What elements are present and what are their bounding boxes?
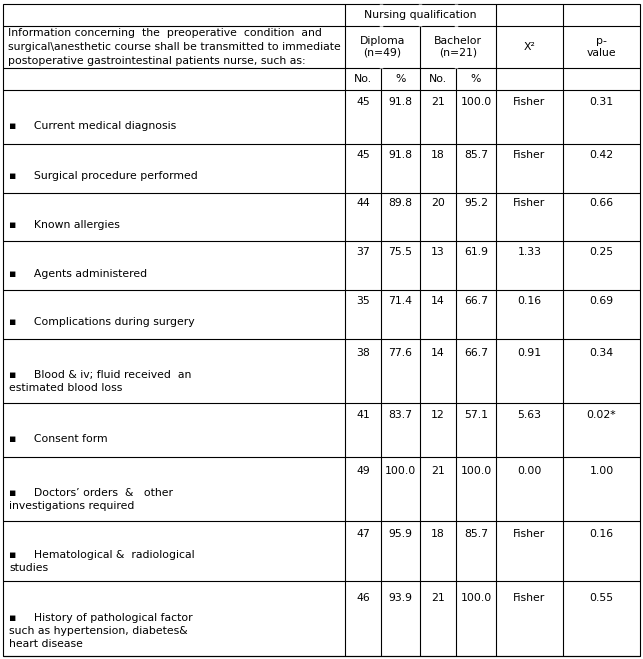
- Text: 57.1: 57.1: [464, 410, 488, 420]
- Text: No.: No.: [354, 74, 372, 84]
- Text: 12: 12: [431, 410, 445, 420]
- Text: 89.8: 89.8: [388, 198, 413, 208]
- Text: 45: 45: [356, 150, 370, 159]
- Text: 0.00: 0.00: [518, 466, 541, 476]
- Text: No.: No.: [429, 74, 447, 84]
- Text: 21: 21: [431, 593, 445, 603]
- Text: 0.42: 0.42: [590, 150, 613, 159]
- Text: 35: 35: [356, 296, 370, 306]
- Text: 46: 46: [356, 593, 370, 603]
- Text: 0.91: 0.91: [518, 348, 541, 358]
- Text: 71.4: 71.4: [388, 296, 413, 306]
- Text: 18: 18: [431, 529, 445, 540]
- Text: Fisher: Fisher: [513, 529, 546, 540]
- Text: ▪     Doctors’ orders  &   other
investigations required: ▪ Doctors’ orders & other investigations…: [9, 488, 173, 511]
- Text: 0.69: 0.69: [590, 296, 613, 306]
- Text: 41: 41: [356, 410, 370, 420]
- Text: ▪     Complications during surgery: ▪ Complications during surgery: [9, 318, 195, 328]
- Text: 20: 20: [431, 198, 445, 208]
- Text: 0.66: 0.66: [590, 198, 613, 208]
- Text: ▪     Current medical diagnosis: ▪ Current medical diagnosis: [9, 121, 176, 131]
- Text: 0.55: 0.55: [590, 593, 613, 603]
- Text: 44: 44: [356, 198, 370, 208]
- Text: 37: 37: [356, 247, 370, 257]
- Text: Fisher: Fisher: [513, 150, 546, 159]
- Text: 83.7: 83.7: [388, 410, 413, 420]
- Text: %: %: [471, 74, 481, 84]
- Text: 21: 21: [431, 97, 445, 107]
- Text: 95.9: 95.9: [388, 529, 413, 540]
- Text: 75.5: 75.5: [388, 247, 413, 257]
- Text: ▪     History of pathological factor
such as hypertension, diabetes&
heart disea: ▪ History of pathological factor such as…: [9, 613, 193, 649]
- Text: 93.9: 93.9: [388, 593, 413, 603]
- Text: X²: X²: [523, 42, 536, 52]
- Text: 13: 13: [431, 247, 445, 257]
- Text: 66.7: 66.7: [464, 348, 488, 358]
- Text: 95.2: 95.2: [464, 198, 488, 208]
- Text: 85.7: 85.7: [464, 529, 488, 540]
- Text: %: %: [395, 74, 406, 84]
- Text: 100.0: 100.0: [385, 466, 416, 476]
- Text: Information concerning  the  preoperative  condition  and
surgical\anesthetic co: Information concerning the preoperative …: [8, 28, 340, 66]
- Text: Nursing qualification: Nursing qualification: [364, 10, 476, 20]
- Text: 47: 47: [356, 529, 370, 540]
- Text: 14: 14: [431, 296, 445, 306]
- Text: 1.33: 1.33: [518, 247, 541, 257]
- Text: 0.34: 0.34: [590, 348, 613, 358]
- Text: 77.6: 77.6: [388, 348, 413, 358]
- Text: Fisher: Fisher: [513, 198, 546, 208]
- Text: p-
value: p- value: [586, 36, 616, 58]
- Text: 0.16: 0.16: [518, 296, 541, 306]
- Text: 0.31: 0.31: [590, 97, 613, 107]
- Text: 5.63: 5.63: [518, 410, 541, 420]
- Text: 91.8: 91.8: [388, 97, 413, 107]
- Text: 1.00: 1.00: [590, 466, 613, 476]
- Text: 61.9: 61.9: [464, 247, 488, 257]
- Text: ▪     Surgical procedure performed: ▪ Surgical procedure performed: [9, 171, 198, 181]
- Text: 100.0: 100.0: [460, 466, 492, 476]
- Text: 85.7: 85.7: [464, 150, 488, 159]
- Text: Bachelor
(n=21): Bachelor (n=21): [434, 36, 482, 58]
- Text: ▪     Hematological &  radiological
studies: ▪ Hematological & radiological studies: [9, 550, 195, 573]
- Text: ▪     Known allergies: ▪ Known allergies: [9, 220, 120, 230]
- Text: ▪     Agents administered: ▪ Agents administered: [9, 269, 147, 279]
- Text: 14: 14: [431, 348, 445, 358]
- Text: 0.02*: 0.02*: [586, 410, 616, 420]
- Text: 66.7: 66.7: [464, 296, 488, 306]
- Text: Fisher: Fisher: [513, 593, 546, 603]
- Text: ▪     Consent form: ▪ Consent form: [9, 434, 107, 444]
- Text: ▪     Blood & iv; fluid received  an
estimated blood loss: ▪ Blood & iv; fluid received an estimate…: [9, 370, 192, 393]
- Text: Diploma
(n=49): Diploma (n=49): [360, 36, 405, 58]
- Text: 18: 18: [431, 150, 445, 159]
- Text: 100.0: 100.0: [460, 593, 492, 603]
- Text: 45: 45: [356, 97, 370, 107]
- Text: 38: 38: [356, 348, 370, 358]
- Text: 100.0: 100.0: [460, 97, 492, 107]
- Text: Fisher: Fisher: [513, 97, 546, 107]
- Text: 91.8: 91.8: [388, 150, 413, 159]
- Text: 21: 21: [431, 466, 445, 476]
- Text: 49: 49: [356, 466, 370, 476]
- Text: 0.25: 0.25: [590, 247, 613, 257]
- Text: 0.16: 0.16: [590, 529, 613, 540]
